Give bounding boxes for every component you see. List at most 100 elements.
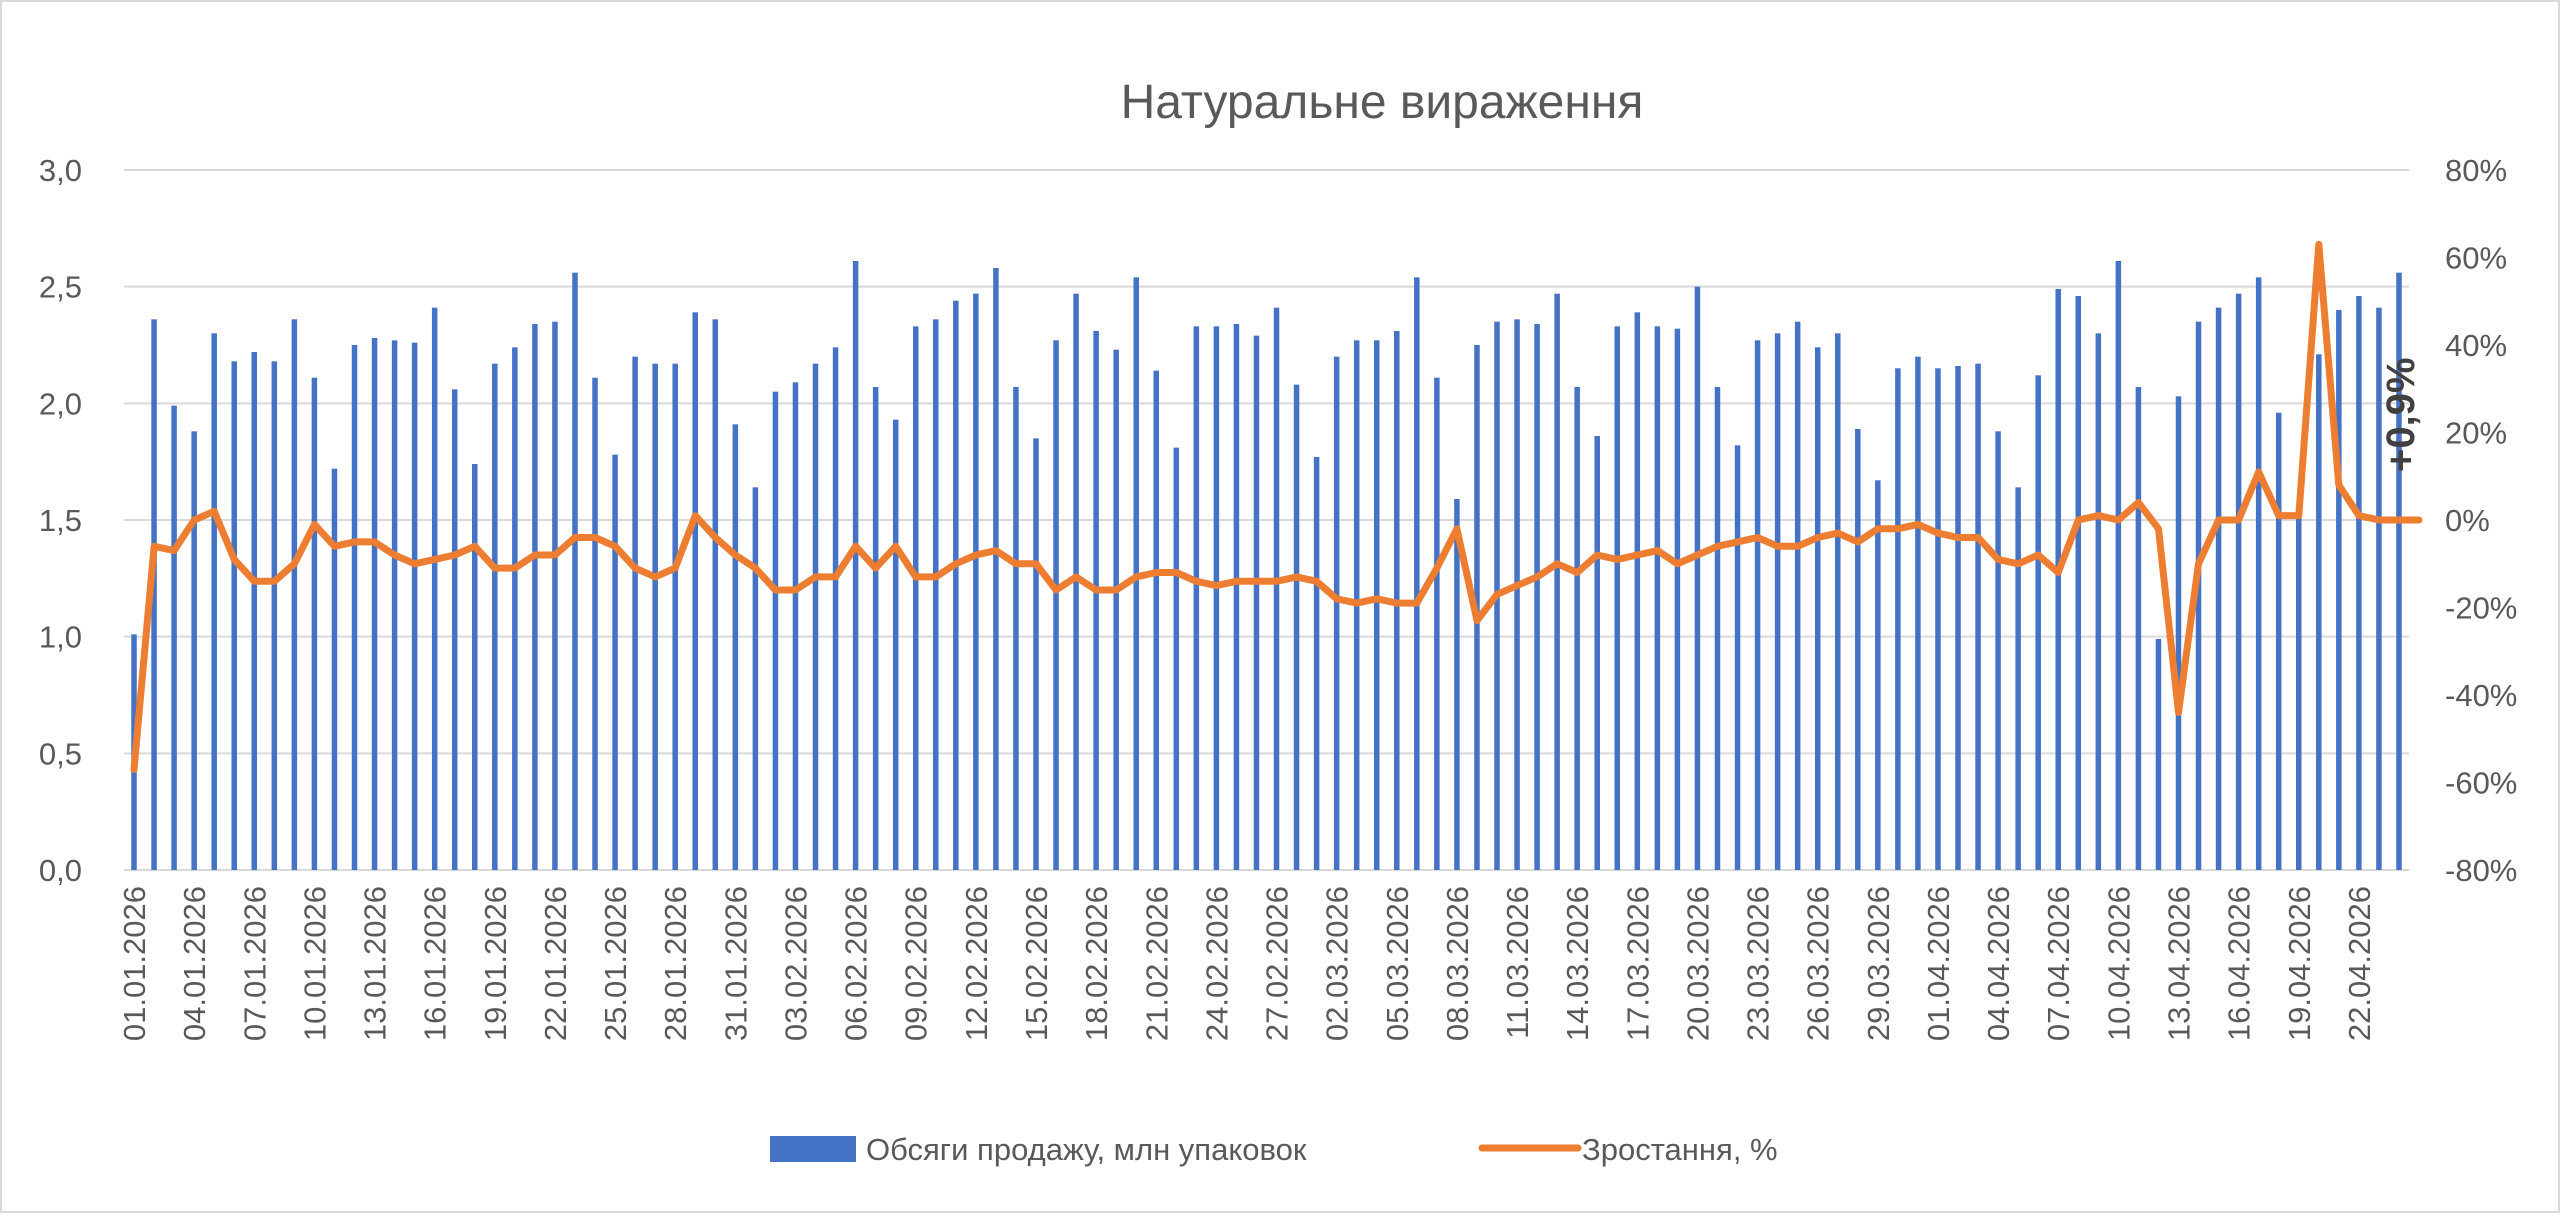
bar xyxy=(411,342,418,871)
x-tick-label: 07.04.2026 xyxy=(2041,886,2076,1041)
y-left-tick-label: 3,0 xyxy=(39,153,82,188)
bar xyxy=(1634,312,1641,870)
x-tick-label: 25.01.2026 xyxy=(598,886,633,1041)
bar xyxy=(231,361,237,870)
bar xyxy=(912,326,919,870)
x-tick-label: 10.01.2026 xyxy=(297,886,332,1041)
y-right-tick-label: -60% xyxy=(2445,766,2517,801)
bar xyxy=(2195,321,2202,871)
bar xyxy=(712,319,719,870)
bar xyxy=(672,363,678,870)
bar xyxy=(2095,333,2102,870)
x-tick-label: 19.04.2026 xyxy=(2282,886,2317,1041)
bar xyxy=(1855,429,1861,870)
bar xyxy=(812,363,819,870)
bar xyxy=(933,319,939,870)
bar xyxy=(211,333,217,870)
bar xyxy=(1554,293,1560,871)
x-tick-label: 01.01.2026 xyxy=(117,886,152,1041)
bar xyxy=(592,377,598,870)
y-left-tick-label: 0,0 xyxy=(39,853,82,888)
legend-label-line: Зростання, % xyxy=(1582,1132,1778,1167)
y-left-tick-label: 0,5 xyxy=(39,736,82,771)
bar xyxy=(271,361,278,870)
bar xyxy=(1113,349,1119,871)
bar xyxy=(552,321,558,871)
bar xyxy=(492,363,498,870)
bar xyxy=(1915,356,1921,871)
bar xyxy=(1173,447,1180,870)
bar xyxy=(2296,508,2302,870)
bar xyxy=(1073,293,1079,871)
bar xyxy=(1814,347,1821,870)
bar xyxy=(1534,324,1540,870)
bar xyxy=(1434,377,1440,870)
bar xyxy=(371,338,378,870)
bar xyxy=(732,424,739,870)
bar xyxy=(1694,286,1701,871)
bar xyxy=(1313,457,1320,870)
x-tick-label: 14.03.2026 xyxy=(1560,886,1595,1041)
bar xyxy=(171,405,177,870)
x-tick-label: 08.03.2026 xyxy=(1440,886,1475,1041)
bar xyxy=(1414,277,1420,870)
bar xyxy=(752,487,759,870)
bar xyxy=(1273,307,1280,871)
bar xyxy=(953,300,959,871)
x-tick-label: 01.04.2026 xyxy=(1921,886,1956,1041)
bar xyxy=(973,293,979,871)
x-tick-label: 20.03.2026 xyxy=(1680,886,1715,1041)
bar xyxy=(2175,396,2182,870)
x-tick-label: 02.03.2026 xyxy=(1320,886,1355,1041)
y-axis-right: -80% -60% -40% -20% 0% 20% 40% 60% 80% xyxy=(2445,153,2517,888)
bar xyxy=(1193,326,1200,870)
bar xyxy=(1333,356,1340,871)
bar xyxy=(1995,431,2001,870)
y-right-tick-label: 0% xyxy=(2445,503,2490,538)
bar xyxy=(2115,261,2122,870)
x-tick-label: 06.02.2026 xyxy=(839,886,874,1041)
bar xyxy=(572,272,578,871)
bar xyxy=(311,377,318,870)
bar xyxy=(1253,335,1260,871)
bar xyxy=(612,454,618,870)
bar xyxy=(1835,333,1841,870)
x-tick-label: 04.01.2026 xyxy=(177,886,212,1041)
bar xyxy=(2356,296,2362,870)
x-tick-label: 27.02.2026 xyxy=(1260,886,1295,1041)
x-tick-label: 22.04.2026 xyxy=(2342,886,2377,1041)
y-left-tick-label: 1,5 xyxy=(39,503,82,538)
bar xyxy=(1373,340,1380,870)
bar xyxy=(1213,326,1220,870)
bar xyxy=(2215,307,2222,871)
bar xyxy=(1714,387,1721,870)
bar xyxy=(2255,277,2262,870)
x-tick-label: 28.01.2026 xyxy=(658,886,693,1041)
x-tick-label: 17.03.2026 xyxy=(1620,886,1655,1041)
legend-label-bars: Обсяги продажу, млн упаковок xyxy=(866,1132,1307,1167)
bar xyxy=(892,419,899,870)
bar xyxy=(472,464,478,870)
y-right-tick-label: 80% xyxy=(2445,153,2507,188)
bar xyxy=(1233,324,1240,870)
bar xyxy=(1794,321,1801,871)
x-tick-label: 22.01.2026 xyxy=(538,886,573,1041)
bar xyxy=(632,356,638,871)
bar xyxy=(2376,307,2382,871)
y-right-tick-label: -80% xyxy=(2445,853,2517,888)
y-right-tick-label: 60% xyxy=(2445,241,2507,276)
y-left-tick-label: 1,0 xyxy=(39,620,82,655)
bar xyxy=(191,431,197,870)
bar xyxy=(2235,293,2242,871)
x-tick-label: 11.03.2026 xyxy=(1500,886,1535,1039)
bar xyxy=(2316,354,2322,870)
x-tick-label: 31.01.2026 xyxy=(718,886,753,1041)
y-axis-left: 0,0 0,5 1,0 1,5 2,0 2,5 3,0 xyxy=(39,153,82,888)
x-tick-label: 19.01.2026 xyxy=(478,886,513,1041)
bar xyxy=(2075,296,2082,870)
x-tick-label: 21.02.2026 xyxy=(1139,886,1174,1041)
bar xyxy=(1774,333,1781,870)
bar xyxy=(2135,387,2142,870)
